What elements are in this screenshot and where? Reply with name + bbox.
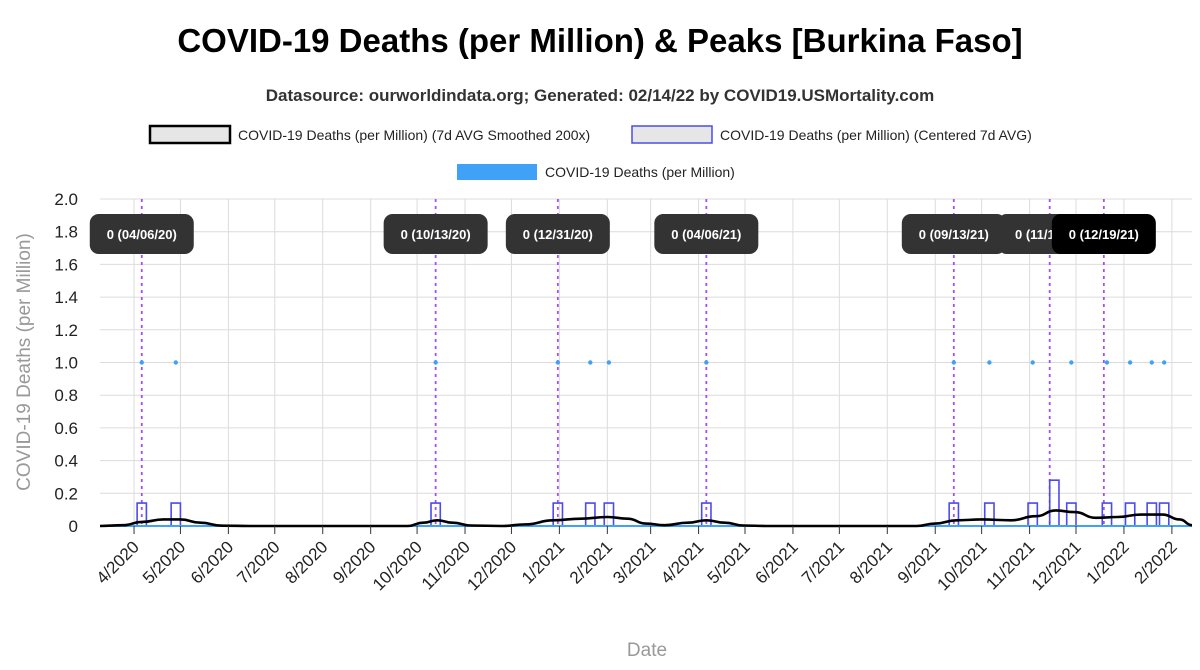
legend-label-3: COVID-19 Deaths (per Million) bbox=[545, 164, 735, 180]
peak-label-3: 0 (12/31/20) bbox=[505, 214, 610, 254]
peak-label-text: 0 (04/06/20) bbox=[107, 227, 177, 242]
y-tick-label: 1.8 bbox=[54, 223, 78, 242]
data-point bbox=[704, 360, 709, 365]
peak-label-box bbox=[505, 214, 610, 254]
x-tick-label: 1/2022 bbox=[1083, 537, 1133, 587]
x-tick-label: 8/2021 bbox=[846, 537, 896, 587]
peak-label-1: 0 (04/06/20) bbox=[89, 214, 194, 254]
x-tick-label: 12/2021 bbox=[1028, 537, 1085, 594]
chart-subtitle: Datasource: ourworldindata.org; Generate… bbox=[265, 86, 935, 105]
x-tick-label: 6/2021 bbox=[752, 537, 802, 587]
data-point bbox=[433, 360, 438, 365]
data-point bbox=[588, 360, 593, 365]
x-tick-label: 10/2021 bbox=[934, 537, 991, 594]
x-tick-label: 5/2020 bbox=[139, 537, 189, 587]
data-point bbox=[555, 360, 561, 365]
x-tick-label: 2/2022 bbox=[1131, 537, 1181, 587]
x-tick-label: 6/2020 bbox=[187, 537, 237, 587]
y-tick-label: 0.6 bbox=[54, 419, 78, 438]
x-tick-label: 4/2021 bbox=[657, 537, 707, 587]
x-tick-label: 1/2021 bbox=[518, 537, 568, 587]
peak-label-text: 0 (12/31/20) bbox=[523, 227, 593, 242]
legend-swatch-2 bbox=[631, 125, 713, 144]
data-point bbox=[1161, 360, 1167, 365]
series-centered-7d-avg bbox=[100, 479, 1192, 527]
data-point bbox=[987, 360, 992, 365]
series-smoothed-line bbox=[99, 509, 1193, 528]
data-point bbox=[1149, 360, 1154, 365]
peak-label-4: 0 (04/06/21) bbox=[654, 214, 759, 254]
y-tick-label: 1.6 bbox=[54, 255, 78, 274]
y-tick-label: 2.0 bbox=[54, 190, 78, 209]
y-tick-label: 0.2 bbox=[54, 484, 78, 503]
data-point bbox=[606, 360, 612, 365]
data-point bbox=[1104, 360, 1110, 365]
legend-swatch-3 bbox=[457, 164, 537, 180]
x-tick-label: 7/2021 bbox=[798, 537, 848, 587]
peak-label-box bbox=[901, 214, 1006, 254]
peak-label-text: 0 (12/19/21) bbox=[1069, 227, 1139, 242]
chart-title: COVID-19 Deaths (per Million) & Peaks [B… bbox=[177, 22, 1023, 59]
peak-label-text: 0 (10/13/20) bbox=[401, 227, 471, 242]
legend-label-2: COVID-19 Deaths (per Million) (Centered … bbox=[720, 127, 1032, 143]
y-tick-label: 1.0 bbox=[54, 354, 78, 373]
peak-labels: 0 (04/06/20) 0 (10/13/20) 0 (12/31/20) 0 (0… bbox=[89, 214, 1156, 254]
x-tick-label: 10/2020 bbox=[369, 537, 426, 594]
peak-label-text: 0 (04/06/21) bbox=[671, 227, 741, 242]
data-point bbox=[139, 360, 144, 365]
x-axis-label: Date bbox=[627, 640, 667, 661]
x-tick-label: 2/2021 bbox=[566, 537, 616, 587]
x-tick-label: 7/2020 bbox=[233, 537, 283, 587]
y-tick-label: 1.4 bbox=[54, 288, 78, 307]
peak-label-2: 0 (10/13/20) bbox=[383, 214, 488, 254]
x-tick-label: 11/2020 bbox=[418, 537, 474, 593]
y-tick-label: 0.8 bbox=[54, 386, 78, 405]
peak-label-5: 0 (09/13/21) bbox=[901, 214, 1006, 254]
x-tick-label: 4/2020 bbox=[93, 537, 143, 587]
legend-label-1: COVID-19 Deaths (per Million) (7d AVG Sm… bbox=[238, 127, 590, 143]
y-tick-label: 0 bbox=[69, 517, 78, 536]
data-point bbox=[1030, 360, 1035, 365]
peak-label-text: 0 (09/13/21) bbox=[919, 227, 989, 242]
peak-label-box bbox=[654, 214, 759, 254]
peak-label-7: 0 (12/19/21) bbox=[1051, 214, 1156, 254]
data-point bbox=[1069, 360, 1074, 365]
peak-label-box bbox=[89, 214, 194, 254]
data-point bbox=[951, 360, 957, 365]
peak-label-box bbox=[383, 214, 488, 254]
x-tick-label: 12/2020 bbox=[463, 537, 520, 594]
x-tick-label: 8/2020 bbox=[281, 537, 331, 587]
x-tick-label: 11/2021 bbox=[982, 537, 1038, 593]
x-tick-label: 3/2021 bbox=[609, 537, 659, 587]
legend-swatch-1 bbox=[148, 124, 232, 145]
data-point bbox=[1127, 360, 1133, 365]
y-tick-label: 0.4 bbox=[54, 452, 78, 471]
chart-legend: COVID-19 Deaths (per Million) (7d AVG Sm… bbox=[148, 124, 1032, 180]
data-point bbox=[173, 360, 178, 365]
y-tick-label: 1.2 bbox=[54, 321, 78, 340]
series-layer bbox=[99, 360, 1193, 528]
x-tick-label: 5/2021 bbox=[704, 537, 754, 587]
y-axis-label: COVID-19 Deaths (per Million) bbox=[14, 233, 35, 491]
peak-label-box bbox=[1051, 214, 1156, 254]
